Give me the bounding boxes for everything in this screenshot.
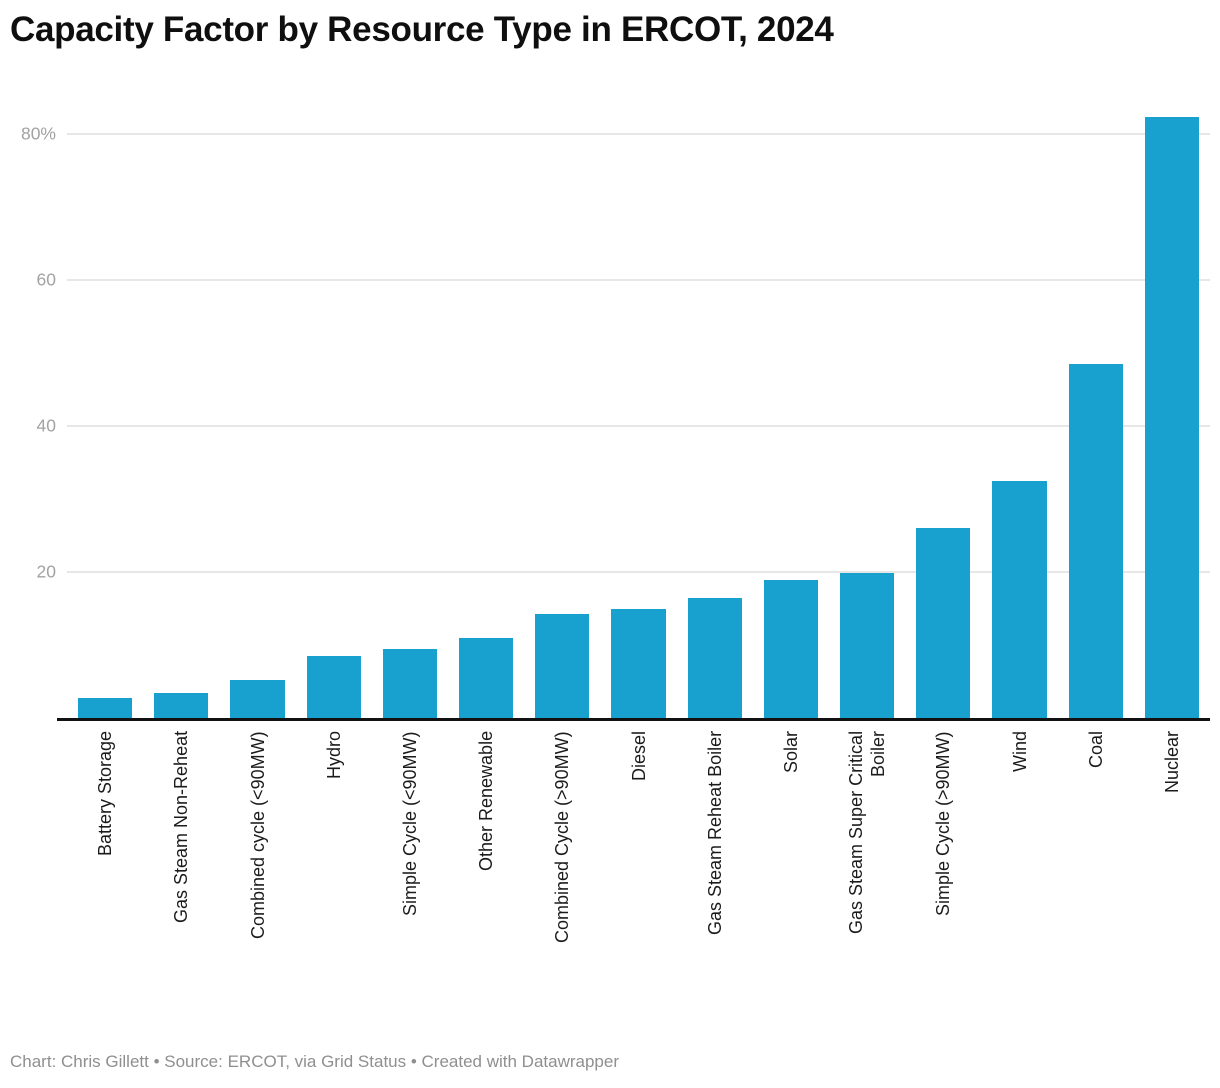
bar-slot-wind (981, 480, 1057, 718)
bar-slot-simple-cycle-90mw (372, 648, 448, 718)
bar-combined-cycle-90mw (230, 680, 285, 718)
bar-slot-other-renewable (448, 638, 524, 718)
bar-nuclear (1144, 117, 1199, 718)
gridline-40: 40 (37, 416, 1210, 436)
gridline-60: 60 (37, 270, 1210, 290)
bar-slot-diesel (600, 608, 676, 718)
chart-title: Capacity Factor by Resource Type in ERCO… (10, 10, 834, 49)
x-label-slot-wind: Wind (981, 731, 1057, 1023)
x-axis-label-gas-steam-non-reheat: Gas Steam Non-Reheat (171, 731, 192, 924)
y-axis-tick-label: 60 (36, 269, 56, 290)
bar-combined-cycle-90mw (535, 614, 590, 718)
x-axis-labels: Battery Storage Gas Steam Non-Reheat Combi… (67, 731, 1210, 1023)
chart-footer: Chart: Chris Gillett • Source: ERCOT, vi… (10, 1052, 620, 1071)
bar-simple-cycle-90mw (916, 527, 971, 718)
y-axis-tick-label: 20 (36, 561, 56, 582)
y-axis-tick-label: 80% (20, 123, 56, 144)
x-axis-label-gas-steam-reheat-boiler: Gas Steam Reheat Boiler (704, 731, 725, 936)
bar-gas-steam-super-critical-boiler (840, 572, 895, 718)
bar-slot-gas-steam-non-reheat (143, 692, 219, 718)
x-label-slot-simple-cycle-90mw: Simple Cycle (<90MW) (372, 731, 448, 1023)
x-axis-label-solar: Solar (780, 731, 801, 774)
bar-slot-coal (1058, 364, 1134, 718)
bar-gas-steam-non-reheat (154, 692, 209, 718)
bar-slot-nuclear (1134, 117, 1210, 718)
bar-slot-solar (753, 580, 829, 718)
x-label-slot-battery-storage: Battery Storage (67, 731, 143, 1023)
bar-battery-storage (78, 697, 133, 718)
gridline-20: 20 (37, 562, 1210, 582)
x-axis-label-combined-cycle-90mw: Combined Cycle (>90MW) (552, 731, 573, 943)
bar-slot-battery-storage (67, 697, 143, 718)
bar-slot-hydro (296, 656, 372, 718)
x-label-slot-combined-cycle-90mw: Combined cycle (<90MW) (219, 731, 295, 1023)
bars (67, 110, 1210, 718)
x-axis-label-other-renewable: Other Renewable (476, 731, 497, 872)
x-label-slot-simple-cycle-90mw: Simple Cycle (>90MW) (905, 731, 981, 1023)
x-axis-label-nuclear: Nuclear (1161, 731, 1182, 794)
bar-wind (992, 480, 1047, 718)
x-label-slot-hydro: Hydro (296, 731, 372, 1023)
x-label-slot-gas-steam-non-reheat: Gas Steam Non-Reheat (143, 731, 219, 1023)
bar-hydro (306, 656, 361, 718)
x-label-slot-nuclear: Nuclear (1134, 731, 1210, 1023)
bar-slot-combined-cycle-90mw (219, 680, 295, 718)
x-axis-label-combined-cycle-90mw: Combined cycle (<90MW) (247, 731, 268, 939)
bar-diesel (611, 608, 666, 718)
bar-other-renewable (459, 638, 514, 718)
bar-slot-combined-cycle-90mw (524, 614, 600, 718)
x-label-slot-coal: Coal (1058, 731, 1134, 1023)
bar-slot-gas-steam-super-critical-boiler (829, 572, 905, 718)
gridlines: 20 40 60 80% (21, 110, 1210, 718)
x-axis-label-simple-cycle-90mw: Simple Cycle (>90MW) (933, 731, 954, 916)
x-axis-label-coal: Coal (1085, 731, 1106, 769)
gridline-80: 80% (21, 124, 1210, 144)
plot-area: 20 40 60 80% (21, 110, 1210, 721)
x-axis-label-gas-steam-super-critical-boiler: Gas Steam Super Critical Boiler (846, 731, 889, 935)
x-label-slot-gas-steam-super-critical-boiler: Gas Steam Super Critical Boiler (829, 731, 905, 1023)
x-label-slot-solar: Solar (753, 731, 829, 1023)
x-label-slot-other-renewable: Other Renewable (448, 731, 524, 1023)
bar-slot-gas-steam-reheat-boiler (677, 598, 753, 718)
bar-gas-steam-reheat-boiler (687, 598, 742, 718)
x-axis-label-simple-cycle-90mw: Simple Cycle (<90MW) (399, 731, 420, 916)
bar-coal (1068, 364, 1123, 718)
bar-simple-cycle-90mw (382, 648, 437, 718)
x-label-slot-gas-steam-reheat-boiler: Gas Steam Reheat Boiler (677, 731, 753, 1023)
bar-slot-simple-cycle-90mw (905, 527, 981, 718)
y-axis-tick-label: 40 (36, 415, 56, 436)
x-label-slot-combined-cycle-90mw: Combined Cycle (>90MW) (524, 731, 600, 1023)
x-axis-label-diesel: Diesel (628, 731, 649, 782)
x-label-slot-diesel: Diesel (600, 731, 676, 1023)
x-axis-line (57, 718, 1210, 721)
x-axis-label-battery-storage: Battery Storage (95, 731, 116, 857)
bar-solar (763, 580, 818, 718)
x-axis-label-hydro: Hydro (323, 731, 344, 780)
x-axis-label-wind: Wind (1009, 731, 1030, 773)
